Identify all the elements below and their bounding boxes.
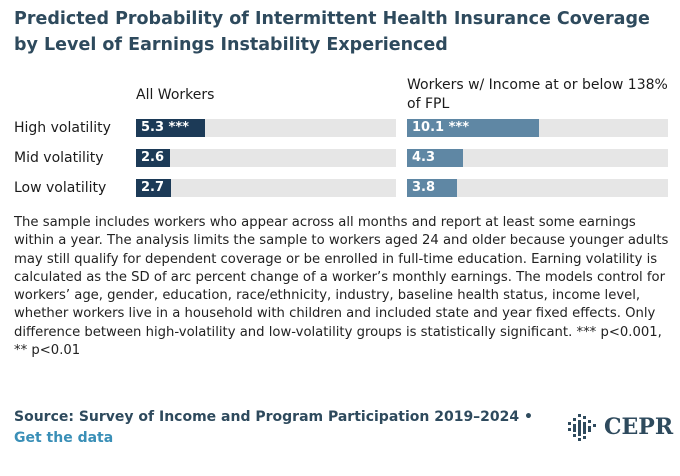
bar-all-workers-low: [136, 179, 172, 197]
data-label-all-workers-high: 5.3 ***: [141, 120, 189, 135]
panel-title-all-workers: All Workers: [136, 87, 215, 103]
bar-all-workers-mid: [136, 149, 170, 167]
data-label-all-workers-low: 2.7: [141, 180, 165, 195]
data-label-all-workers-mid: 2.6: [141, 150, 165, 165]
chart-title: Predicted Probability of Intermittent He…: [14, 9, 650, 55]
data-label-low-income-high: 10.1 ***: [412, 120, 469, 135]
bar-low-income-mid: [407, 149, 464, 167]
cepr-logo-icon: [568, 414, 596, 441]
source-text: Source: Survey of Income and Program Par…: [14, 409, 533, 425]
bar-track-low-income-mid: 4.3: [407, 149, 668, 167]
category-label-high: High volatility: [14, 120, 111, 136]
bar-track-low-income-low: 3.8: [407, 179, 668, 197]
data-label-low-income-low: 3.8: [412, 180, 436, 195]
bar-track-all-workers-low: 2.7: [136, 179, 396, 197]
bar-track-all-workers-mid: 2.6: [136, 149, 396, 167]
bar-low-income-low: [407, 179, 457, 197]
data-label-low-income-mid: 4.3: [412, 150, 436, 165]
bar-all-workers-high: [136, 119, 205, 137]
cepr-logo-text: CEPR: [604, 414, 674, 440]
get-data-link[interactable]: Get the data: [14, 430, 114, 446]
category-label-low: Low volatility: [14, 180, 107, 196]
methodology-note: The sample includes workers who appear a…: [14, 215, 669, 359]
bar-track-low-income-high: 10.1 ***: [407, 119, 668, 137]
category-label-mid: Mid volatility: [14, 150, 104, 166]
bar-track-all-workers-high: 5.3 ***: [136, 119, 396, 137]
panel-title-low-income: Workers w/ Income at or below 138% of FP…: [407, 77, 668, 112]
bar-low-income-high: [407, 119, 539, 137]
